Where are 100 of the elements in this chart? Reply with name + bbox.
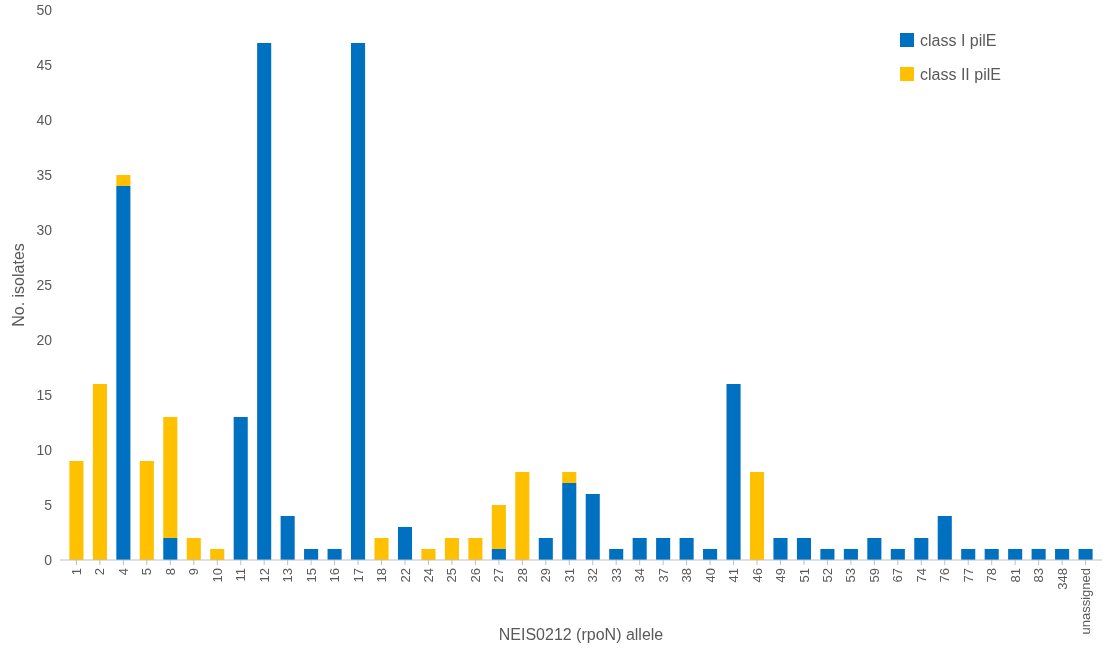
- x-tick-label: 49: [773, 568, 789, 583]
- x-tick-label: 74: [913, 568, 929, 583]
- y-tick-label: 35: [36, 166, 53, 183]
- bar: [397, 527, 413, 560]
- x-tick-label: 13: [280, 568, 296, 583]
- x-tick-label: 81: [1007, 568, 1023, 583]
- x-tick-label: 16: [327, 568, 343, 583]
- x-tick-label: 34: [632, 568, 648, 583]
- bar: [538, 538, 553, 560]
- x-tick-label: 33: [608, 568, 624, 583]
- x-tick-label: 1: [68, 568, 84, 576]
- y-tick-label: 20: [36, 331, 53, 348]
- x-tick-label: 78: [984, 568, 1000, 583]
- bar: [914, 538, 929, 560]
- x-tick-label: 4: [115, 568, 131, 576]
- bar: [186, 538, 201, 560]
- bar: [867, 538, 882, 560]
- bar: [609, 549, 624, 560]
- x-tick-label: 32: [585, 568, 601, 583]
- bar: [69, 461, 84, 560]
- legend-label: class I pilE: [920, 31, 997, 49]
- x-tick-label: 38: [679, 568, 695, 583]
- bar: [890, 549, 905, 560]
- bar: [562, 483, 577, 560]
- y-tick-label: 25: [36, 276, 53, 293]
- bar: [304, 549, 319, 560]
- bar: [233, 417, 248, 560]
- x-tick-label: 15: [303, 568, 319, 583]
- bar: [468, 538, 483, 560]
- x-tick-label: 348: [1054, 568, 1070, 590]
- x-tick-label: 12: [256, 568, 272, 583]
- x-tick-label: 77: [960, 568, 976, 583]
- x-tick-label: 40: [702, 568, 718, 583]
- bar: [116, 186, 131, 560]
- x-tick-label: 9: [186, 568, 202, 576]
- x-tick-label: 76: [937, 568, 953, 583]
- bar: [1055, 549, 1070, 560]
- x-tick-label: 10: [209, 568, 225, 583]
- x-tick-label: 46: [749, 568, 765, 583]
- y-tick-label: 5: [44, 496, 53, 513]
- bar: [374, 538, 389, 560]
- x-tick-label: 17: [350, 568, 366, 583]
- bar: [163, 538, 178, 560]
- bar: [116, 175, 131, 186]
- x-tick-label: 52: [819, 568, 835, 583]
- y-axis-title: No. isolates: [10, 243, 27, 327]
- x-tick-label: 5: [139, 568, 155, 576]
- x-tick-label: 18: [374, 568, 390, 583]
- bar: [491, 549, 506, 560]
- bar: [632, 538, 647, 560]
- x-tick-label: 53: [843, 568, 859, 583]
- y-tick-label: 50: [36, 1, 53, 18]
- bar: [773, 538, 788, 560]
- y-tick-label: 40: [36, 111, 53, 128]
- x-axis-title: NEIS0212 (rpoN) allele: [498, 626, 664, 643]
- x-tick-label: 24: [421, 568, 436, 583]
- y-tick-label: 0: [44, 551, 53, 568]
- bar: [327, 549, 342, 560]
- bar: [984, 549, 999, 560]
- x-tick-label: 37: [655, 568, 671, 583]
- bar: [163, 417, 178, 538]
- x-tick-label: 83: [1031, 568, 1047, 583]
- bar: [421, 549, 436, 560]
- bar: [820, 549, 835, 560]
- bar: [280, 516, 295, 560]
- bar: [1008, 549, 1023, 560]
- y-tick-label: 45: [36, 56, 53, 73]
- x-tick-label: 25: [444, 568, 460, 583]
- x-tick-label: 29: [538, 568, 554, 583]
- x-tick-label: 2: [92, 568, 108, 576]
- bar: [139, 461, 154, 560]
- bar: [937, 516, 952, 560]
- y-tick-label: 30: [36, 221, 53, 238]
- bar: [656, 538, 671, 560]
- bar: [444, 538, 459, 560]
- bar: [257, 43, 272, 560]
- x-tick-label: 8: [162, 568, 178, 576]
- bar: [210, 549, 225, 560]
- x-tick-label: unassigned: [1078, 568, 1094, 635]
- bar: [843, 549, 858, 560]
- x-tick-label: 59: [866, 568, 882, 583]
- bar: [491, 505, 506, 549]
- x-tick-label: 27: [491, 568, 507, 583]
- bar: [796, 538, 811, 560]
- x-tick-label: 31: [561, 568, 577, 583]
- bar: [679, 538, 694, 560]
- x-tick-label: 67: [890, 568, 906, 583]
- x-tick-label: 41: [726, 568, 742, 583]
- x-tick-label: 51: [796, 568, 812, 583]
- bar: [703, 549, 718, 560]
- bar: [749, 472, 765, 560]
- bar: [562, 472, 577, 483]
- x-tick-label: 11: [233, 568, 249, 582]
- x-tick-label: 28: [514, 568, 530, 583]
- bar: [351, 43, 366, 560]
- y-tick-label: 10: [36, 441, 53, 458]
- y-tick-label: 15: [36, 386, 53, 403]
- bar: [726, 384, 741, 560]
- bar: [585, 494, 600, 560]
- bar: [1078, 549, 1093, 560]
